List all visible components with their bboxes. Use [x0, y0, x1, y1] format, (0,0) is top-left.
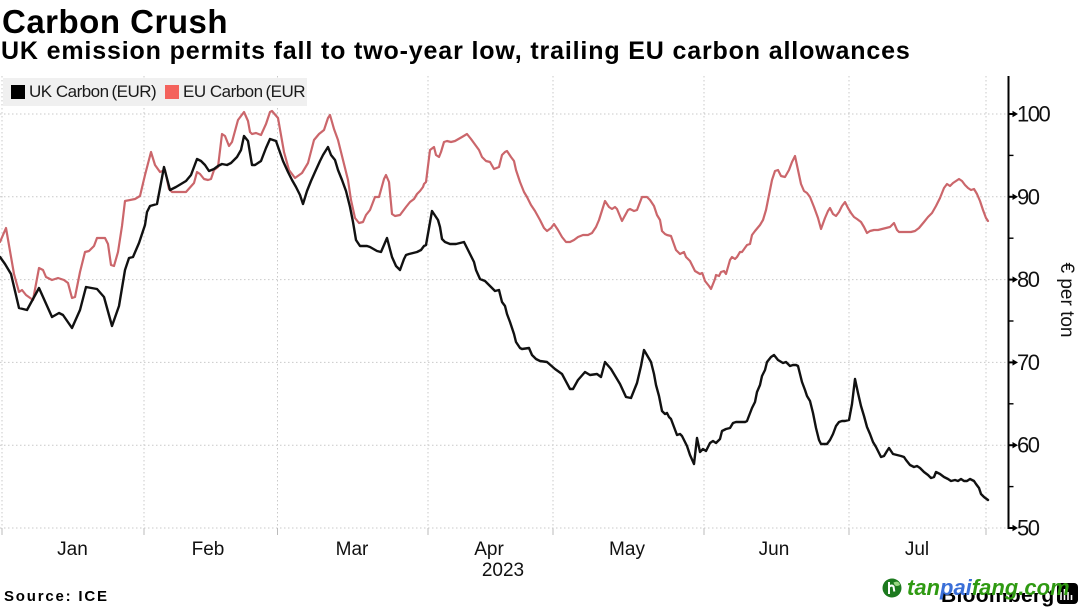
svg-text:Jul: Jul	[905, 539, 929, 560]
svg-text:80: 80	[1017, 267, 1040, 292]
svg-text:Jan: Jan	[57, 539, 88, 560]
svg-text:60: 60	[1017, 433, 1040, 458]
svg-text:70: 70	[1017, 350, 1040, 375]
svg-text:2023: 2023	[482, 560, 524, 581]
svg-text:Jun: Jun	[759, 539, 790, 560]
svg-text:Mar: Mar	[336, 539, 369, 560]
svg-text:Apr: Apr	[474, 539, 504, 560]
svg-text:90: 90	[1017, 184, 1040, 209]
svg-text:100: 100	[1017, 102, 1050, 127]
svg-text:€ per ton: € per ton	[1056, 263, 1077, 338]
svg-text:May: May	[609, 539, 645, 560]
svg-text:50: 50	[1017, 516, 1040, 541]
svg-text:Feb: Feb	[192, 539, 225, 560]
